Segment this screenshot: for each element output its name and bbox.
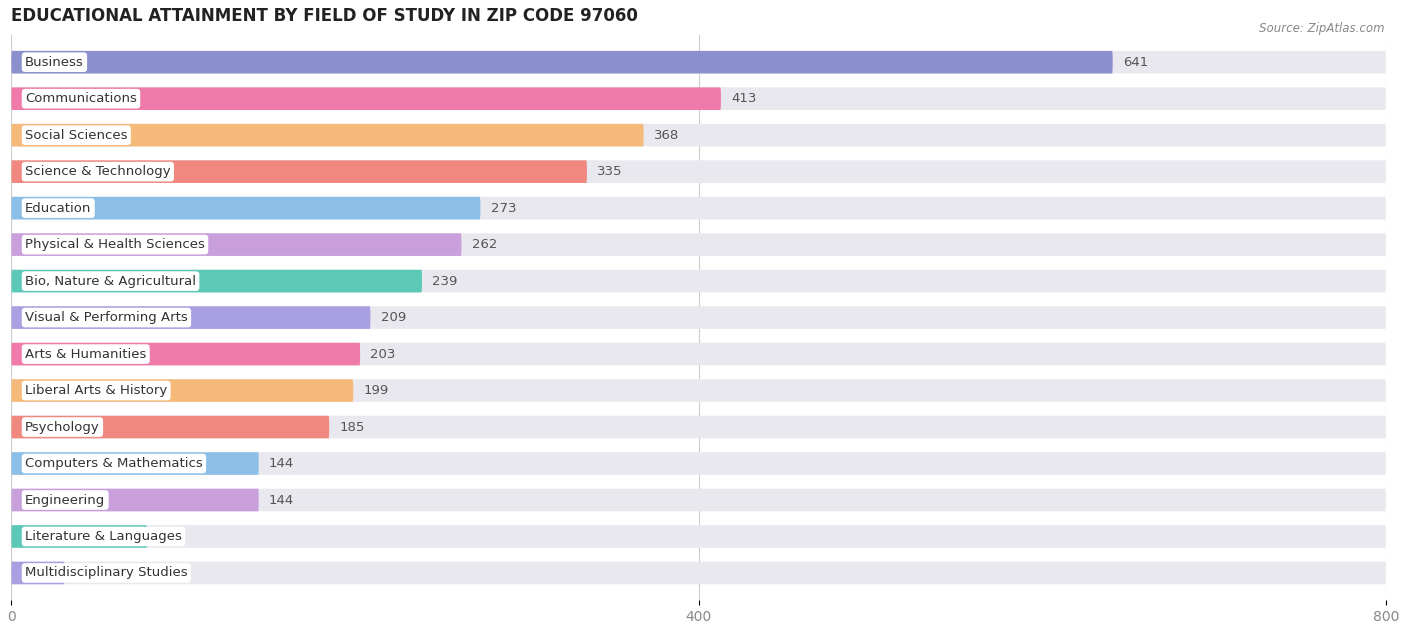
Text: 203: 203 bbox=[370, 348, 396, 360]
Text: 413: 413 bbox=[731, 92, 756, 105]
FancyBboxPatch shape bbox=[11, 525, 148, 548]
Text: 335: 335 bbox=[598, 165, 623, 178]
FancyBboxPatch shape bbox=[11, 452, 259, 475]
FancyBboxPatch shape bbox=[11, 306, 370, 329]
FancyBboxPatch shape bbox=[11, 124, 644, 146]
FancyBboxPatch shape bbox=[11, 562, 1386, 584]
Text: 641: 641 bbox=[1123, 56, 1149, 69]
Text: 79: 79 bbox=[157, 530, 174, 543]
FancyBboxPatch shape bbox=[11, 233, 1386, 256]
Text: 209: 209 bbox=[381, 311, 406, 324]
FancyBboxPatch shape bbox=[11, 452, 1386, 475]
Text: Literature & Languages: Literature & Languages bbox=[25, 530, 181, 543]
FancyBboxPatch shape bbox=[11, 160, 586, 183]
Text: Physical & Health Sciences: Physical & Health Sciences bbox=[25, 238, 205, 251]
Text: Bio, Nature & Agricultural: Bio, Nature & Agricultural bbox=[25, 274, 195, 288]
Text: Arts & Humanities: Arts & Humanities bbox=[25, 348, 146, 360]
FancyBboxPatch shape bbox=[11, 160, 1386, 183]
FancyBboxPatch shape bbox=[11, 306, 1386, 329]
Text: Visual & Performing Arts: Visual & Performing Arts bbox=[25, 311, 188, 324]
Text: 185: 185 bbox=[339, 420, 366, 433]
Text: 199: 199 bbox=[364, 384, 389, 397]
Text: EDUCATIONAL ATTAINMENT BY FIELD OF STUDY IN ZIP CODE 97060: EDUCATIONAL ATTAINMENT BY FIELD OF STUDY… bbox=[11, 7, 638, 25]
Text: Social Sciences: Social Sciences bbox=[25, 129, 128, 142]
FancyBboxPatch shape bbox=[11, 51, 1112, 73]
FancyBboxPatch shape bbox=[11, 343, 1386, 365]
FancyBboxPatch shape bbox=[11, 87, 721, 110]
FancyBboxPatch shape bbox=[11, 233, 461, 256]
Text: Computers & Mathematics: Computers & Mathematics bbox=[25, 457, 202, 470]
FancyBboxPatch shape bbox=[11, 525, 1386, 548]
Text: 144: 144 bbox=[269, 457, 294, 470]
FancyBboxPatch shape bbox=[11, 488, 1386, 511]
FancyBboxPatch shape bbox=[11, 343, 360, 365]
Text: Source: ZipAtlas.com: Source: ZipAtlas.com bbox=[1260, 22, 1385, 35]
FancyBboxPatch shape bbox=[11, 416, 1386, 439]
Text: 368: 368 bbox=[654, 129, 679, 142]
FancyBboxPatch shape bbox=[11, 270, 1386, 292]
Text: Engineering: Engineering bbox=[25, 493, 105, 507]
FancyBboxPatch shape bbox=[11, 197, 1386, 220]
Text: 262: 262 bbox=[472, 238, 498, 251]
Text: 31: 31 bbox=[75, 567, 91, 579]
FancyBboxPatch shape bbox=[11, 197, 481, 220]
Text: Psychology: Psychology bbox=[25, 420, 100, 433]
FancyBboxPatch shape bbox=[11, 488, 259, 511]
Text: 273: 273 bbox=[491, 202, 516, 215]
FancyBboxPatch shape bbox=[11, 562, 65, 584]
FancyBboxPatch shape bbox=[11, 379, 1386, 402]
FancyBboxPatch shape bbox=[11, 379, 353, 402]
FancyBboxPatch shape bbox=[11, 87, 1386, 110]
Text: Communications: Communications bbox=[25, 92, 136, 105]
FancyBboxPatch shape bbox=[11, 124, 1386, 146]
FancyBboxPatch shape bbox=[11, 51, 1386, 73]
FancyBboxPatch shape bbox=[11, 416, 329, 439]
Text: 144: 144 bbox=[269, 493, 294, 507]
Text: Science & Technology: Science & Technology bbox=[25, 165, 170, 178]
Text: Education: Education bbox=[25, 202, 91, 215]
Text: 239: 239 bbox=[432, 274, 457, 288]
Text: Multidisciplinary Studies: Multidisciplinary Studies bbox=[25, 567, 187, 579]
FancyBboxPatch shape bbox=[11, 270, 422, 292]
Text: Liberal Arts & History: Liberal Arts & History bbox=[25, 384, 167, 397]
Text: Business: Business bbox=[25, 56, 84, 69]
